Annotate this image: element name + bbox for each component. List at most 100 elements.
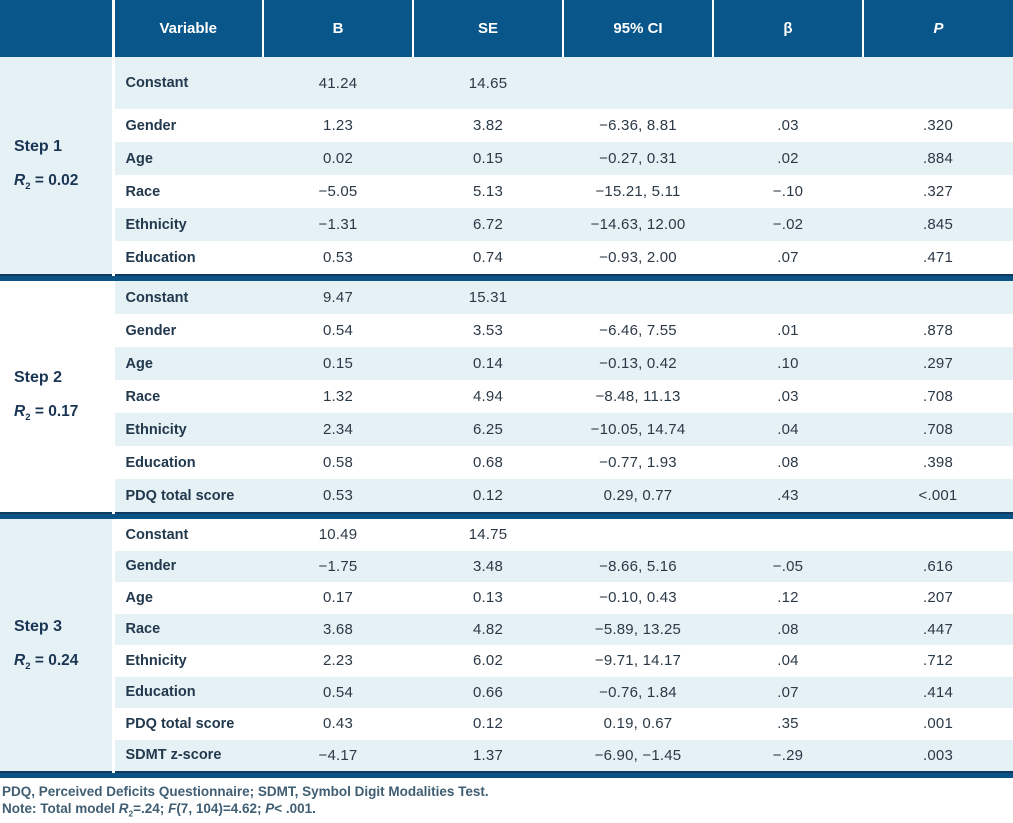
step-section-3: Step 3 R2 = 0.24 Constant 10.49 14.75 Gender −…	[0, 519, 1013, 772]
divider-bar	[0, 771, 1013, 778]
table-row: Ethnicity 2.23 6.02 −9.71, 14.17.04.712	[0, 645, 1013, 677]
cell-ci: −9.71, 14.17	[563, 645, 713, 677]
cell-p: .845	[863, 208, 1013, 241]
cell-beta: .07	[713, 676, 863, 708]
cell-b: 41.24	[263, 57, 413, 109]
column-header-p: P	[862, 0, 1013, 57]
cell-beta: .08	[713, 613, 863, 645]
cell-b: −5.05	[263, 175, 413, 208]
cell-ci: −8.48, 11.13	[563, 380, 713, 413]
table-row: PDQ total score 0.53 0.12 0.29, 0.77.43 <.00…	[0, 479, 1013, 513]
cell-se: 3.82	[413, 109, 563, 142]
cell-beta: .02	[713, 142, 863, 175]
cell-variable: Ethnicity	[113, 645, 263, 677]
cell-ci: −0.77, 1.93	[563, 446, 713, 479]
cell-variable: Ethnicity	[113, 208, 263, 241]
divider-bar	[0, 274, 1013, 281]
cell-p: <.001	[863, 479, 1013, 513]
cell-beta: .03	[713, 109, 863, 142]
cell-p: .207	[863, 582, 1013, 614]
cell-b: −1.75	[263, 550, 413, 582]
cell-ci: −14.63, 12.00	[563, 208, 713, 241]
column-header-se: SE	[412, 0, 563, 57]
note-r-symbol: R	[118, 801, 129, 816]
table-row: Ethnicity −1.31 6.72 −14.63, 12.00 −.02.845	[0, 208, 1013, 241]
header-row: Variable B SE 95% CI β P	[0, 0, 1013, 57]
cell-variable: Gender	[113, 109, 263, 142]
table-row: Age 0.15 0.14 −0.13, 0.42.10.297	[0, 347, 1013, 380]
cell-beta: −.02	[713, 208, 863, 241]
table-row: Race −5.05 5.13 −15.21, 5.11 −.10.327	[0, 175, 1013, 208]
column-header-stub	[0, 0, 115, 57]
cell-beta: .43	[713, 479, 863, 513]
table-row: Gender 0.54 3.53 −6.46, 7.55.01.878	[0, 314, 1013, 347]
cell-b: 0.02	[263, 142, 413, 175]
table-row: Gender 1.23 3.82 −6.36, 8.81.03.320	[0, 109, 1013, 142]
cell-p: .471	[863, 241, 1013, 275]
cell-beta: .04	[713, 413, 863, 446]
cell-variable: Age	[113, 582, 263, 614]
table-row: Race 1.32 4.94 −8.48, 11.13.03.708	[0, 380, 1013, 413]
cell-b: −1.31	[263, 208, 413, 241]
table-row: Step 1 R2 = 0.02 Constant 41.24 14.65	[0, 57, 1013, 275]
cell-p	[863, 519, 1013, 551]
step-section-1: Step 1 R2 = 0.02 Constant 41.24 14.65 Gender 1…	[0, 57, 1013, 275]
cell-b: 2.23	[263, 645, 413, 677]
divider-bar	[0, 512, 1013, 519]
table-row: Gender −1.75 3.48 −8.66, 5.16 −.05.616	[0, 550, 1013, 582]
cell-se: 0.13	[413, 582, 563, 614]
cell-ci: −0.93, 2.00	[563, 241, 713, 275]
cell-p: .003	[863, 739, 1013, 772]
step-label: Step 3	[14, 617, 63, 635]
cell-ci: −6.36, 8.81	[563, 109, 713, 142]
cell-se: 0.68	[413, 446, 563, 479]
cell-beta: −.10	[713, 175, 863, 208]
cell-b: 0.53	[263, 479, 413, 513]
cell-b: 9.47	[263, 281, 413, 314]
cell-se: 15.31	[413, 281, 563, 314]
column-header-variable: Variable	[112, 0, 263, 57]
cell-p	[863, 57, 1013, 109]
cell-se: 0.12	[413, 708, 563, 740]
cell-beta	[713, 519, 863, 551]
table-row: Step 3 R2 = 0.24 Constant 10.49 14.75	[0, 519, 1013, 772]
column-header-ci: 95% CI	[562, 0, 713, 57]
cell-variable: Gender	[113, 550, 263, 582]
cell-variable: Constant	[113, 281, 263, 314]
regression-table: Variable B SE 95% CI β P Step 1 R2 = 0.02 Const…	[0, 0, 1013, 778]
cell-b: 0.53	[263, 241, 413, 275]
cell-variable: Race	[113, 175, 263, 208]
table-row: Ethnicity 2.34 6.25 −10.05, 14.74.04.708	[0, 413, 1013, 446]
cell-se: 4.94	[413, 380, 563, 413]
table-row: Education 0.54 0.66 −0.76, 1.84.07.414	[0, 676, 1013, 708]
cell-se: 3.53	[413, 314, 563, 347]
divider-bar-fill	[0, 771, 1013, 778]
cell-b: 0.54	[263, 314, 413, 347]
cell-ci	[563, 57, 713, 109]
step-stub: Step 2 R2 = 0.17	[0, 281, 115, 513]
cell-p: .414	[863, 676, 1013, 708]
cell-variable: Age	[113, 347, 263, 380]
step-r2-label: R2 = 0.17	[14, 403, 79, 424]
step-label: Step 1	[14, 138, 63, 156]
cell-variable: Constant	[113, 57, 263, 109]
section-divider	[0, 771, 1013, 778]
cell-se: 1.37	[413, 739, 563, 772]
table-row: Education 0.53 0.74 −0.93, 2.00.07.471	[0, 241, 1013, 275]
cell-variable: Gender	[113, 314, 263, 347]
cell-se: 6.25	[413, 413, 563, 446]
step-r2-label: R2 = 0.24	[14, 651, 79, 673]
note-text: =.24;	[133, 801, 169, 816]
footnote-note: Note: Total model R2=.24; F(7, 104)=4.62…	[2, 800, 1009, 823]
cell-variable: Race	[113, 380, 263, 413]
column-header-b: B	[262, 0, 413, 57]
cell-ci: −8.66, 5.16	[563, 550, 713, 582]
cell-se: 6.02	[413, 645, 563, 677]
cell-beta: .08	[713, 446, 863, 479]
cell-beta: .04	[713, 645, 863, 677]
cell-p: .878	[863, 314, 1013, 347]
cell-beta: .01	[713, 314, 863, 347]
cell-variable: Constant	[113, 519, 263, 551]
cell-variable: Education	[113, 241, 263, 275]
cell-p: .447	[863, 613, 1013, 645]
